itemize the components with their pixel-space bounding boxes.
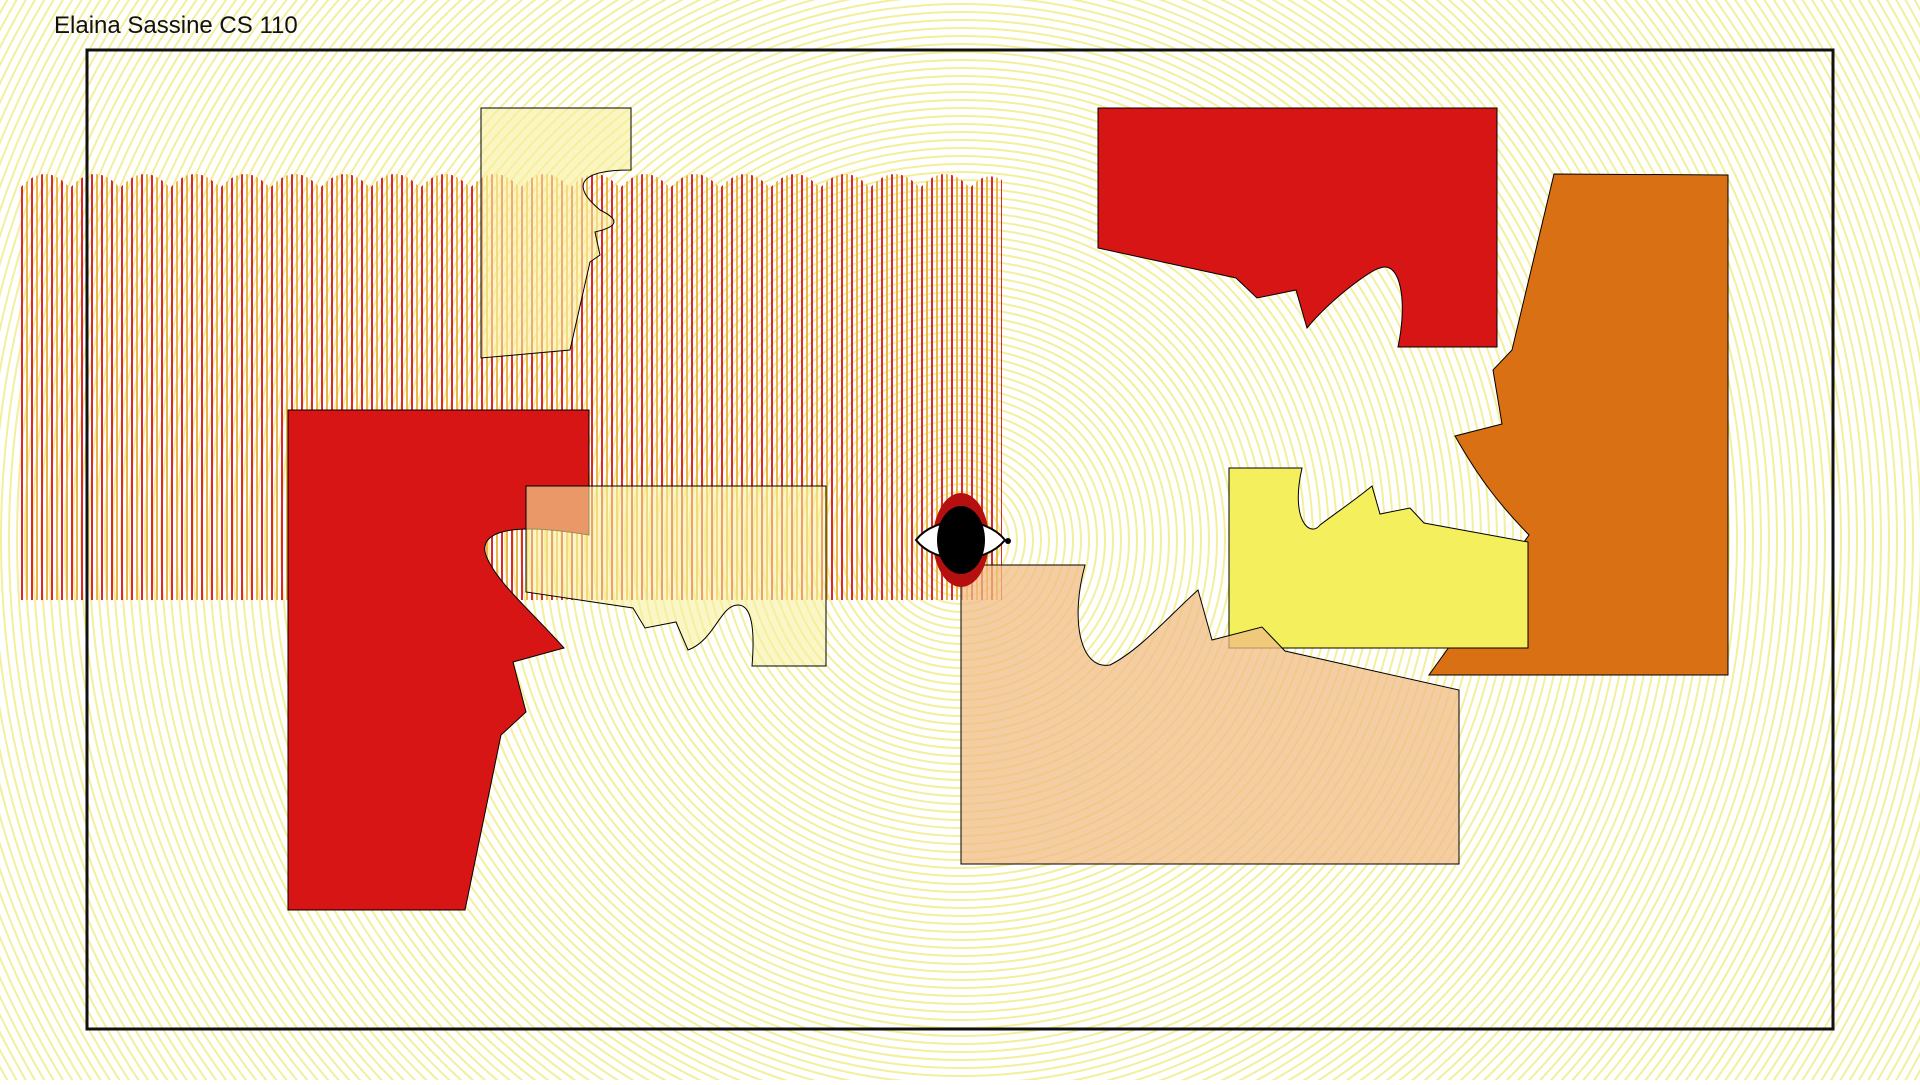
ring-line [184,0,1738,1085]
ring-line [128,0,1794,1085]
yellow-puzzle-piece-right [1228,467,1529,649]
pale-yellow-puzzle-piece-top [480,107,632,359]
ring-line [168,0,1754,1085]
eye-icon [914,493,1011,587]
red-puzzle-piece-left [287,409,590,911]
peach-puzzle-piece-bottom [960,564,1460,865]
ring-line [8,0,1914,1085]
ring-line [144,0,1778,1085]
pale-yellow-puzzle-piece-middle [525,485,827,667]
red-puzzle-piece-top-right [1097,107,1498,348]
border-frame [85,48,1835,1031]
ring-line [24,0,1898,1085]
ring-line [64,0,1858,1085]
ring-line [16,0,1906,1085]
eye-corner-dot [1005,538,1011,544]
ring-line [48,0,1874,1085]
author-caption: Elaina Sassine CS 110 [54,12,298,39]
ring-line [104,0,1818,1085]
eye-pupil [937,506,985,574]
